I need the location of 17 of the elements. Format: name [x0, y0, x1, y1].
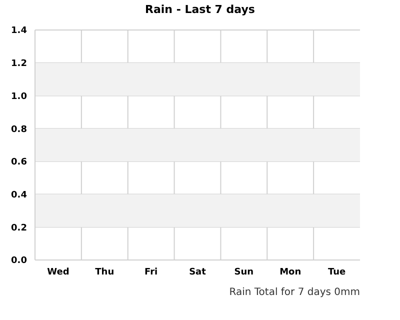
- y-tick-label: 0.0: [11, 256, 27, 266]
- x-tick-label: Sun: [234, 267, 254, 278]
- x-tick-label: Sat: [189, 267, 207, 278]
- text: Rain Total for 7 days 0mm: [229, 287, 360, 298]
- y-tick-label: 0.4: [11, 190, 27, 200]
- x-tick-label: Wed: [47, 267, 70, 278]
- x-tick-label: Mon: [280, 267, 302, 278]
- x-tick-label: Fri: [144, 267, 158, 278]
- x-tick-label: Tue: [328, 267, 346, 278]
- y-tick-label: 1.0: [11, 92, 27, 102]
- y-tick-label: 1.2: [11, 59, 27, 70]
- y-tick-label: 0.2: [11, 223, 27, 234]
- y-tick-label: 0.8: [11, 124, 27, 135]
- chart-title: Rain - Last 7 days: [144, 3, 256, 16]
- x-tick-label: Thu: [95, 267, 114, 278]
- y-tick-label: 0.6: [11, 158, 27, 168]
- y-tick-label: 1.4: [11, 26, 27, 36]
